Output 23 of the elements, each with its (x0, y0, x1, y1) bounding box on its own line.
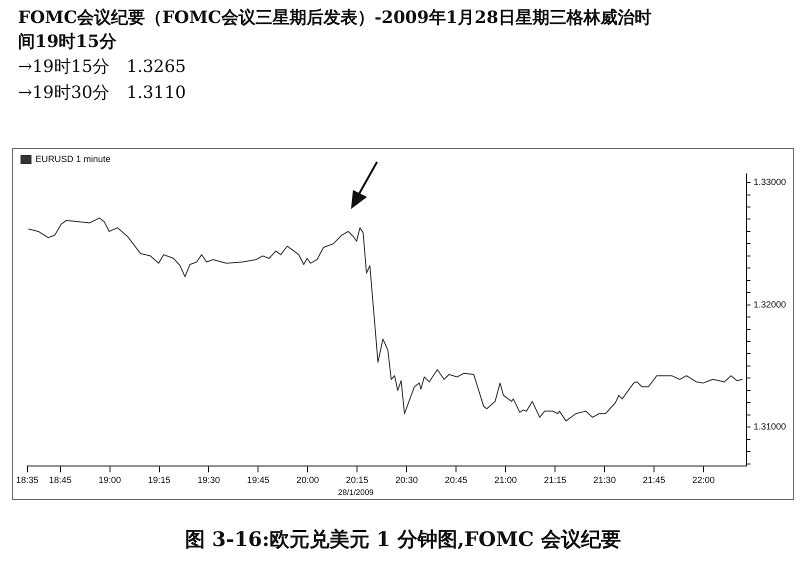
x-tick-label: 18:35 (16, 475, 39, 486)
legend-label: EURUSD 1 minute (36, 154, 111, 164)
x-tick-label: 19:00 (98, 475, 122, 486)
text: 28/1/2009 (338, 488, 374, 497)
x-tick-label: 21:45 (642, 475, 666, 486)
y-tick-label: 1.33000 (753, 177, 786, 188)
chart-title: FOMC会议纪要（FOMC会议三星期后发表）-2009年1月28日星期三格林威治时间19时15分 (18, 7, 652, 54)
chart-subtitle: →19时15分 1.3265 →19时30分 1.3110 (18, 56, 186, 105)
x-tick-label: 18:45 (49, 475, 72, 486)
y-tick-label: 1.31000 (753, 422, 786, 432)
x-tick-label: 21:30 (593, 475, 616, 486)
x-tick-label: 20:45 (444, 475, 468, 486)
x-tick-label: 21:15 (544, 475, 566, 486)
x-tick-label: 22:00 (692, 475, 715, 486)
x-tick-label: 20:00 (296, 475, 319, 486)
x-tick-label: 21:00 (494, 475, 517, 486)
y-tick-label: 1.32000 (753, 299, 786, 310)
x-tick-label: 20:30 (395, 475, 418, 486)
x-tick-label: 20:15 (346, 475, 368, 486)
x-tick-label: 19:30 (197, 475, 220, 486)
x-tick-label: 19:15 (148, 475, 171, 486)
caption: 图 3-16:欧元兑美元 1 分钟图,FOMC 会议纪要 (184, 526, 622, 553)
x-tick-label: 19:45 (246, 475, 270, 486)
